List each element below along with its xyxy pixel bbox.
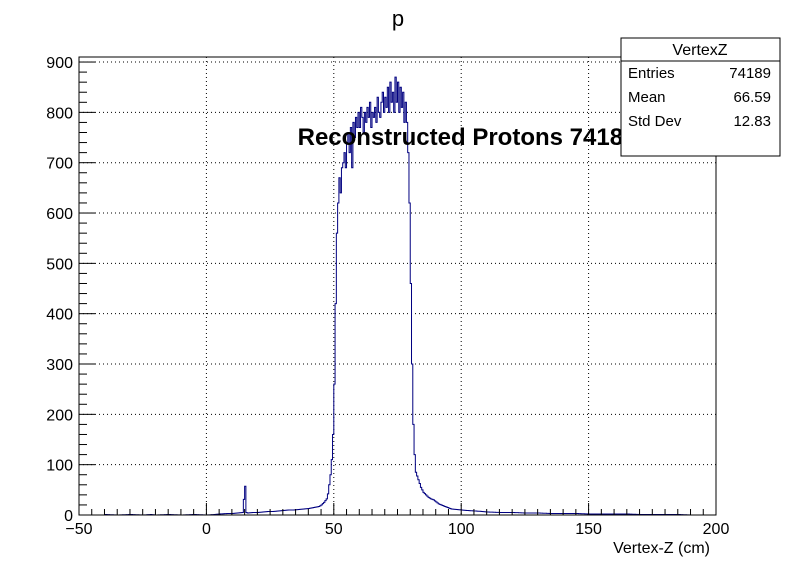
stats-box-frame xyxy=(620,37,781,157)
stats-box-title: VertexZ xyxy=(672,42,727,59)
x-tick-label: 150 xyxy=(575,521,602,538)
stats-mean-label: Mean xyxy=(628,89,666,106)
x-tick-label: 0 xyxy=(202,521,211,538)
y-tick-label: 700 xyxy=(46,156,73,173)
x-tick-label: −50 xyxy=(65,521,92,538)
y-tick-label: 200 xyxy=(46,407,73,424)
stats-box: VertexZ Entries 74189 Mean 66.59 Std Dev… xyxy=(620,37,781,157)
stats-mean-value: 66.59 xyxy=(733,89,771,106)
stats-stddev-value: 12.83 xyxy=(733,113,771,130)
x-axis-label: Vertex-Z (cm) xyxy=(613,540,710,557)
stats-stddev-label: Std Dev xyxy=(628,113,682,130)
stats-entries-value: 74189 xyxy=(729,65,771,82)
y-tick-label: 300 xyxy=(46,357,73,374)
y-tick-label: 600 xyxy=(46,206,73,223)
y-tick-label: 0 xyxy=(64,508,73,525)
y-tick-label: 100 xyxy=(46,458,73,475)
stats-entries-label: Entries xyxy=(628,65,675,82)
x-tick-label: 100 xyxy=(448,521,475,538)
y-tick-label: 400 xyxy=(46,307,73,324)
y-tick-label: 500 xyxy=(46,256,73,273)
chart-annotation: Reconstructed Protons 74189 xyxy=(298,124,637,151)
axis-ticks: −50 0 50 100 150 2000100200300400500600700800… xyxy=(46,55,729,538)
x-tick-label: 50 xyxy=(325,521,343,538)
grid-lines xyxy=(79,57,716,515)
y-tick-label: 900 xyxy=(46,55,73,72)
x-tick-label: 200 xyxy=(703,521,730,538)
chart-title: p xyxy=(392,6,404,31)
y-tick-label: 800 xyxy=(46,105,73,122)
